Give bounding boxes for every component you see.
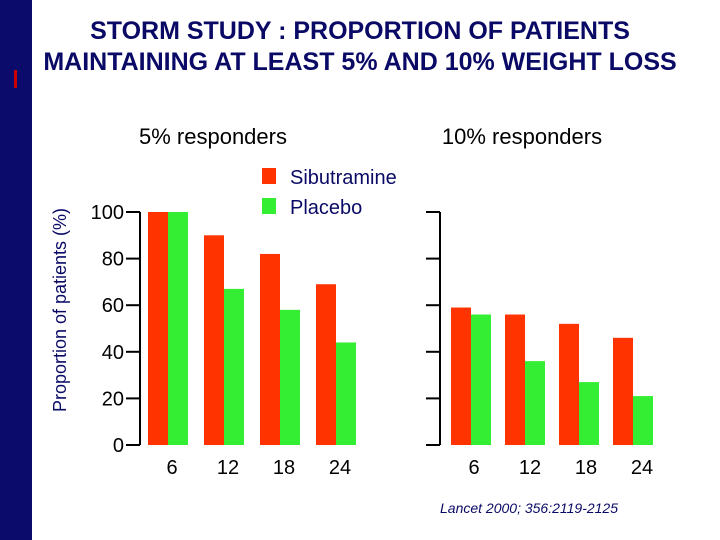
bar-sibutramine-18 xyxy=(559,323,579,445)
bar-placebo-24 xyxy=(336,342,356,445)
bar-sibutramine-12 xyxy=(204,235,224,445)
legend-label: Placebo xyxy=(290,197,362,219)
legend-swatch xyxy=(262,168,276,184)
legend: Sibutramine Placebo xyxy=(262,167,397,219)
x-tick-label: 6 xyxy=(468,457,479,479)
x-tick-label: 18 xyxy=(273,457,295,479)
bar-placebo-18 xyxy=(280,309,300,445)
bar-placebo-12 xyxy=(224,288,244,445)
bar-placebo-12 xyxy=(525,361,545,445)
y-tick-label: 20 xyxy=(102,388,124,410)
bar-placebo-18 xyxy=(579,382,599,445)
bar-placebo-24 xyxy=(633,396,653,445)
x-tick-label: 24 xyxy=(631,457,653,479)
panel-title: 10% responders xyxy=(442,124,602,149)
x-tick-label: 18 xyxy=(575,457,597,479)
bar-sibutramine-18 xyxy=(260,253,280,445)
x-tick-label: 12 xyxy=(519,457,541,479)
x-tick-label: 24 xyxy=(329,457,351,479)
bar-placebo-6 xyxy=(471,314,491,445)
x-tick-label: 12 xyxy=(217,457,239,479)
left-accent-band xyxy=(0,0,32,540)
panel-1: 5% responders 0 20 40 60 80 100 6 12 18 24 xyxy=(91,124,356,479)
bar-sibutramine-6 xyxy=(451,307,471,445)
y-tick-label: 60 xyxy=(102,295,124,317)
legend-swatch xyxy=(262,198,276,214)
panel-2: 10% responders 6 12 18 24 xyxy=(426,124,653,479)
bar-placebo-6 xyxy=(168,212,188,445)
y-tick-label: 80 xyxy=(102,249,124,271)
accent-tick xyxy=(14,70,17,88)
bar-sibutramine-24 xyxy=(316,284,336,445)
legend-label: Sibutramine xyxy=(290,167,397,189)
slide-title: STORM STUDY : PROPORTION OF PATIENTS MAI… xyxy=(43,17,677,76)
y-tick-label: 100 xyxy=(91,202,124,224)
panel-title: 5% responders xyxy=(139,124,287,149)
source-citation: Lancet 2000; 356:2119-2125 xyxy=(440,500,619,516)
bar-sibutramine-24 xyxy=(613,337,633,445)
x-tick-label: 6 xyxy=(166,457,177,479)
bar-sibutramine-12 xyxy=(505,314,525,445)
y-tick-label: 40 xyxy=(102,342,124,364)
bar-sibutramine-6 xyxy=(148,212,168,445)
y-tick-label: 0 xyxy=(113,435,124,457)
y-axis-title: Proportion of patients (%) xyxy=(50,208,70,412)
